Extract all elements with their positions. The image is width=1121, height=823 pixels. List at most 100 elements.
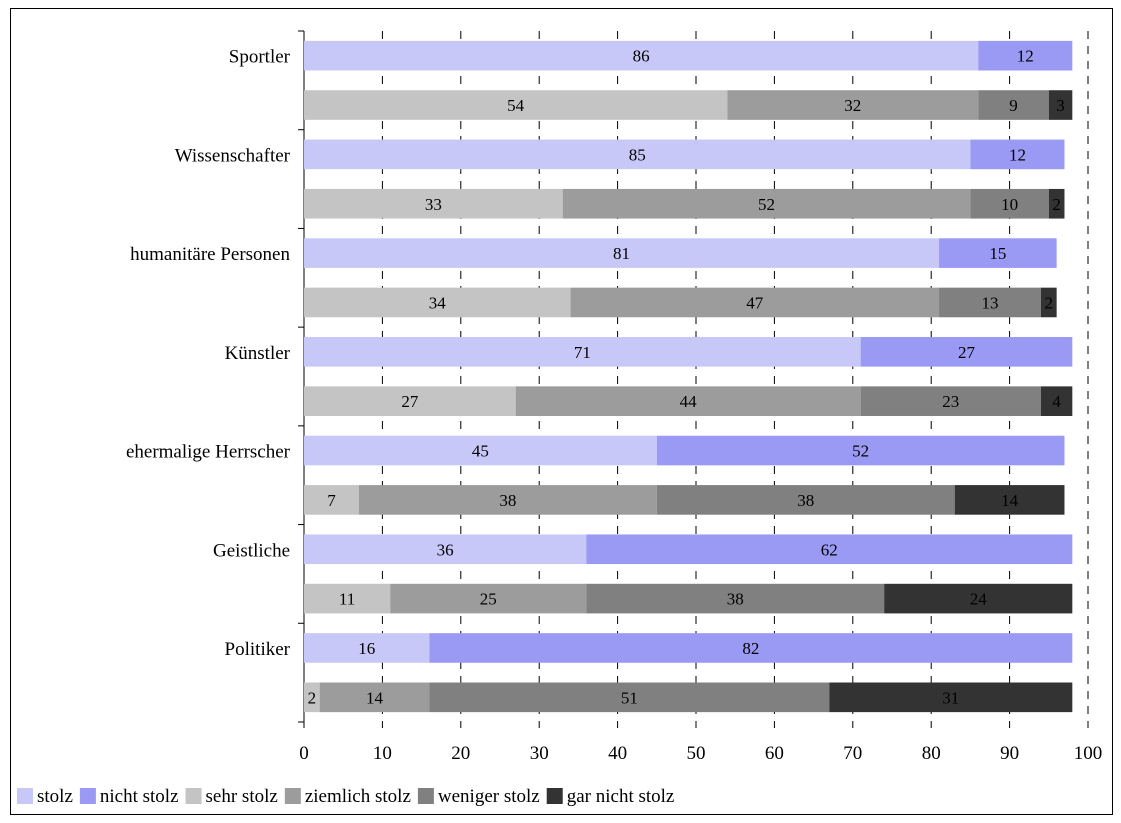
data-label: 24 — [970, 590, 988, 609]
bar-segment — [939, 287, 1041, 318]
legend-label: sehr stolz — [206, 786, 278, 807]
data-label: 52 — [758, 195, 775, 214]
bar-segment — [586, 583, 885, 614]
data-label: 47 — [746, 293, 764, 312]
category-label: Wissenschafter — [175, 145, 291, 166]
legend-swatch — [417, 788, 434, 804]
bar-segment — [304, 238, 940, 268]
x-tick-label: 70 — [843, 743, 862, 764]
bar-segment — [304, 583, 391, 614]
bar-segment — [970, 188, 1049, 219]
stacked-bar-chart: 86 12 54 32 9 3 Sportler 85 12 33 52 10 2 Wissenschaf… — [17, 30, 1103, 807]
bar-segment — [860, 386, 1041, 416]
data-label: 2 — [1052, 195, 1061, 214]
bar-segment — [1048, 188, 1065, 219]
bar-segment — [358, 485, 657, 515]
legend-label: weniger stolz — [438, 786, 540, 807]
bar-segment — [390, 583, 587, 614]
data-label: 81 — [613, 244, 630, 263]
bar-segment — [304, 534, 587, 565]
bar-segment — [319, 682, 430, 713]
bar-segment — [304, 90, 728, 120]
data-label: 15 — [989, 244, 1006, 263]
legend-swatch — [546, 788, 563, 804]
category-label: Sportler — [229, 47, 291, 68]
data-label: 38 — [727, 590, 744, 609]
data-label: 2 — [308, 688, 317, 707]
data-label: 13 — [982, 293, 999, 312]
data-label: 38 — [797, 491, 814, 510]
legend-label: nicht stolz — [100, 786, 179, 807]
data-label: 27 — [401, 392, 419, 411]
data-label: 34 — [429, 293, 447, 312]
bar-segment — [829, 682, 1073, 713]
x-tick-label: 80 — [922, 743, 941, 764]
x-tick-label: 50 — [687, 743, 706, 764]
bar-segment — [586, 534, 1073, 565]
bar-segment — [978, 90, 1049, 120]
x-tick-label: 40 — [608, 743, 627, 764]
bar-segment — [304, 337, 861, 367]
bar-segment — [562, 188, 971, 219]
x-tick-label: 10 — [373, 743, 392, 764]
bar-segment — [884, 583, 1073, 614]
data-label: 38 — [499, 491, 516, 510]
data-label: 51 — [621, 688, 638, 707]
category-label: Geistliche — [213, 540, 290, 561]
bar-segment — [304, 386, 516, 416]
legend-swatch — [17, 788, 33, 804]
data-label: 86 — [633, 47, 650, 66]
bar-segment — [1048, 90, 1073, 120]
legend-label: ziemlich stolz — [305, 786, 411, 807]
category-label: Politiker — [225, 639, 291, 660]
bar-segment — [727, 90, 979, 120]
category-label: Künstler — [225, 343, 291, 364]
x-tick-label: 20 — [451, 743, 470, 764]
x-tick-label: 0 — [299, 743, 309, 764]
data-label: 52 — [852, 442, 869, 461]
x-tick-label: 90 — [1000, 743, 1019, 764]
data-label: 82 — [742, 639, 759, 658]
bar-segment — [429, 633, 1073, 663]
category-label: humanitäre Personen — [130, 244, 290, 265]
data-label: 10 — [1001, 195, 1018, 214]
data-label: 16 — [358, 639, 375, 658]
x-tick-label: 100 — [1074, 743, 1103, 764]
legend-swatch — [185, 788, 202, 804]
category-label: ehermalige Herrscher — [126, 442, 291, 463]
data-label: 14 — [366, 688, 384, 707]
data-label: 12 — [1017, 47, 1034, 66]
data-label: 36 — [437, 540, 454, 559]
bar-segment — [939, 238, 1057, 268]
bar-segment — [970, 139, 1065, 170]
bar-segment — [570, 287, 940, 318]
data-label: 33 — [425, 195, 442, 214]
data-label: 25 — [480, 590, 497, 609]
x-tick-label: 60 — [765, 743, 784, 764]
data-label: 44 — [680, 392, 698, 411]
data-label: 32 — [844, 96, 861, 115]
data-label: 71 — [574, 343, 591, 362]
data-label: 2 — [1045, 293, 1054, 312]
legend-label: stolz — [37, 786, 73, 807]
bar-segment — [515, 386, 861, 416]
bar-segment — [1040, 287, 1057, 318]
bar-segment — [304, 682, 320, 713]
bar-segment — [304, 188, 563, 219]
data-label: 9 — [1009, 96, 1018, 115]
legend: stolz nicht stolz sehr stolz ziemlich stolz… — [17, 786, 674, 807]
bar-segment — [978, 40, 1073, 71]
data-label: 85 — [629, 145, 646, 164]
legend-swatch — [284, 788, 301, 804]
bar-segment — [304, 139, 971, 170]
bar-segment — [304, 287, 571, 318]
data-label: 4 — [1052, 392, 1061, 411]
bar-segment — [954, 485, 1065, 515]
data-label: 7 — [327, 491, 336, 510]
bar-segment — [304, 40, 979, 71]
bar-segment — [304, 633, 430, 663]
bar-segment — [656, 485, 955, 515]
chart-frame: 86 12 54 32 9 3 Sportler 85 12 33 52 10 2 Wissenschaf… — [10, 8, 1113, 815]
legend-swatch — [79, 788, 96, 804]
data-label: 3 — [1056, 96, 1065, 115]
